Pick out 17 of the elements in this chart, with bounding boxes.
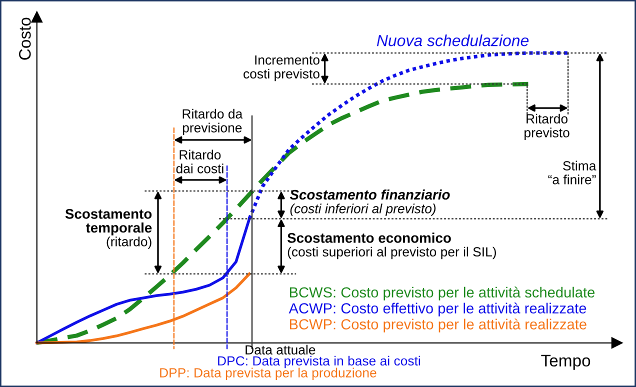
text: ACWP: Costo effettivo per le attività realizzate bbox=[288, 302, 586, 316]
text: DPC: Data prevista in base ai costi bbox=[218, 356, 420, 368]
x-axis-title: Tempo bbox=[541, 354, 590, 370]
annotation: Scostamento finanziario (costi inferiori al previsto) bbox=[290, 189, 450, 216]
y-axis-title: Costo bbox=[19, 18, 31, 60]
text: BCWP: Costo previsto per le attività realizzate bbox=[290, 318, 586, 332]
annotation: Stima “a finire” bbox=[548, 160, 596, 184]
text: DPP: Data prevista per la produzione bbox=[160, 368, 376, 380]
text: BCWS: Costo previsto per le attività schedulate bbox=[290, 286, 594, 300]
annotation: Scostamento economico (costi superiori al previsto per il SIL) bbox=[287, 232, 496, 260]
text: Data attuale bbox=[246, 344, 316, 355]
text: Nuova schedulazione bbox=[376, 34, 529, 46]
annotation: Ritardo dai costi bbox=[176, 150, 224, 174]
annotation: Ritardo previsto bbox=[524, 114, 570, 140]
annotation: Ritardo da previsione bbox=[182, 108, 243, 136]
annotation: Incremento costi previsto bbox=[244, 55, 320, 82]
annotation: Scostamento temporale (ritardo) bbox=[65, 208, 152, 249]
